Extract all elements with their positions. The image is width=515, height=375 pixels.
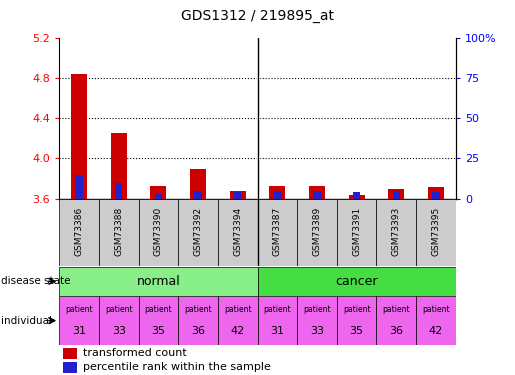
Bar bbox=[353, 192, 360, 199]
Text: GSM73392: GSM73392 bbox=[194, 207, 202, 256]
Text: 31: 31 bbox=[270, 326, 284, 336]
Text: normal: normal bbox=[136, 275, 180, 288]
Text: GSM73389: GSM73389 bbox=[313, 207, 321, 256]
Bar bbox=[139, 296, 178, 345]
Text: GDS1312 / 219895_at: GDS1312 / 219895_at bbox=[181, 9, 334, 23]
Bar bbox=[309, 186, 325, 199]
Text: individual: individual bbox=[1, 316, 52, 326]
Bar bbox=[59, 296, 99, 345]
Bar bbox=[433, 192, 439, 199]
Text: percentile rank within the sample: percentile rank within the sample bbox=[83, 363, 271, 372]
Text: patient: patient bbox=[65, 305, 93, 314]
Text: patient: patient bbox=[343, 305, 370, 314]
Bar bbox=[218, 296, 258, 345]
Bar bbox=[349, 195, 365, 199]
Bar bbox=[178, 296, 218, 345]
Bar bbox=[258, 296, 297, 345]
Text: disease state: disease state bbox=[1, 276, 71, 286]
Bar bbox=[190, 168, 206, 199]
Text: 36: 36 bbox=[389, 326, 403, 336]
Bar bbox=[99, 199, 139, 266]
Text: patient: patient bbox=[303, 305, 331, 314]
Bar bbox=[230, 190, 246, 199]
Bar bbox=[258, 267, 456, 296]
Bar bbox=[258, 199, 297, 266]
Text: 36: 36 bbox=[191, 326, 205, 336]
Bar bbox=[76, 175, 82, 199]
Text: 42: 42 bbox=[429, 326, 443, 336]
Text: 35: 35 bbox=[151, 326, 165, 336]
Text: GSM73391: GSM73391 bbox=[352, 207, 361, 256]
Bar bbox=[71, 74, 87, 199]
Bar bbox=[150, 186, 166, 199]
Bar bbox=[314, 190, 320, 199]
Text: transformed count: transformed count bbox=[83, 348, 187, 358]
Bar bbox=[178, 199, 218, 266]
Text: 33: 33 bbox=[112, 326, 126, 336]
Bar bbox=[274, 190, 281, 199]
Bar bbox=[111, 133, 127, 199]
Bar bbox=[416, 296, 456, 345]
Bar bbox=[218, 199, 258, 266]
Bar bbox=[297, 296, 337, 345]
Text: patient: patient bbox=[145, 305, 172, 314]
Text: patient: patient bbox=[383, 305, 410, 314]
Text: patient: patient bbox=[422, 305, 450, 314]
Bar bbox=[59, 267, 258, 296]
Text: 33: 33 bbox=[310, 326, 324, 336]
Bar bbox=[155, 194, 162, 199]
Bar bbox=[269, 186, 285, 199]
Text: 35: 35 bbox=[350, 326, 364, 336]
Bar bbox=[428, 187, 444, 199]
Bar bbox=[388, 189, 404, 199]
Text: GSM73395: GSM73395 bbox=[432, 207, 440, 256]
Text: 31: 31 bbox=[72, 326, 86, 336]
Bar bbox=[416, 199, 456, 266]
Bar bbox=[297, 199, 337, 266]
Bar bbox=[337, 296, 376, 345]
Bar bbox=[63, 348, 77, 358]
Bar bbox=[63, 362, 77, 373]
Text: GSM73388: GSM73388 bbox=[114, 207, 123, 256]
Text: GSM73394: GSM73394 bbox=[233, 207, 242, 256]
Text: patient: patient bbox=[105, 305, 132, 314]
Text: patient: patient bbox=[224, 305, 251, 314]
Bar bbox=[139, 199, 178, 266]
Bar bbox=[59, 199, 99, 266]
Bar bbox=[99, 296, 139, 345]
Bar bbox=[376, 199, 416, 266]
Text: GSM73393: GSM73393 bbox=[392, 207, 401, 256]
Text: GSM73386: GSM73386 bbox=[75, 207, 83, 256]
Text: cancer: cancer bbox=[335, 275, 378, 288]
Bar bbox=[234, 192, 241, 199]
Bar bbox=[337, 199, 376, 266]
Bar bbox=[195, 190, 201, 199]
Text: patient: patient bbox=[264, 305, 291, 314]
Text: patient: patient bbox=[184, 305, 212, 314]
Bar bbox=[115, 183, 122, 199]
Bar bbox=[393, 190, 400, 199]
Text: GSM73387: GSM73387 bbox=[273, 207, 282, 256]
Text: 42: 42 bbox=[231, 326, 245, 336]
Text: GSM73390: GSM73390 bbox=[154, 207, 163, 256]
Bar bbox=[376, 296, 416, 345]
